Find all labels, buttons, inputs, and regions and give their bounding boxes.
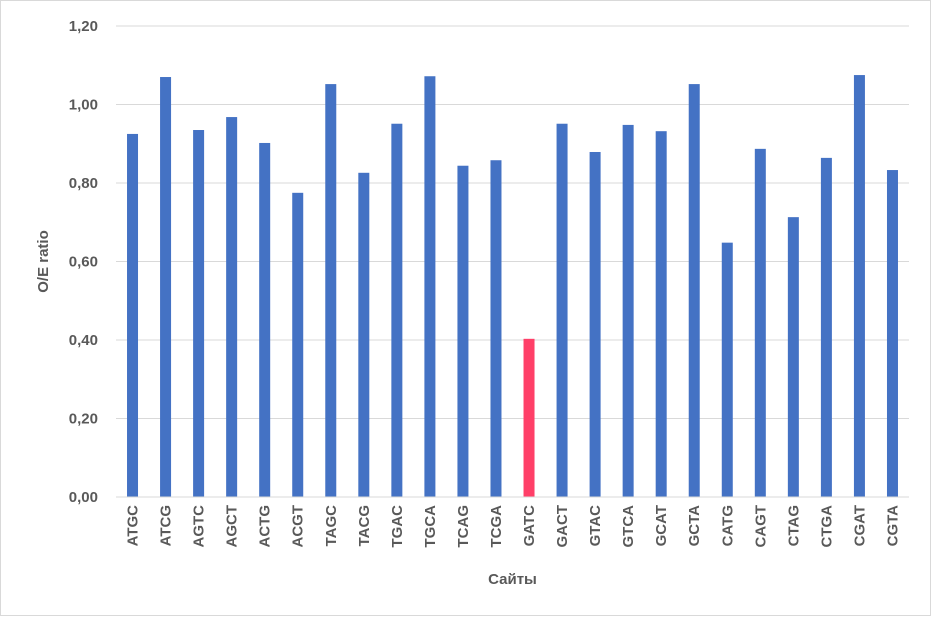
x-tick-label: TCGA	[488, 505, 505, 548]
bar-tgca	[424, 76, 436, 498]
bar-agtc	[193, 130, 205, 497]
x-tick-label: GCTA	[686, 505, 703, 547]
x-tick-label: GACT	[554, 505, 571, 548]
bar-gcta	[688, 84, 700, 497]
bar-gcat	[655, 131, 667, 497]
x-tick-label: CTGA	[818, 505, 835, 548]
x-tick-label: ATGC	[125, 505, 142, 547]
x-tick-label: AGCT	[224, 505, 241, 548]
x-tick-label: GTCA	[620, 505, 637, 548]
bar-cgat	[853, 75, 865, 497]
bar-cagt	[754, 148, 766, 498]
bar-atgc	[127, 133, 139, 497]
bar-tagc	[325, 84, 337, 497]
bar-gact	[556, 123, 568, 498]
y-tick-label: 0,80	[69, 175, 98, 192]
y-tick-label: 0,60	[69, 254, 98, 271]
y-axis-title: O/E ratio	[35, 230, 52, 293]
x-tick-label: ACTG	[257, 505, 274, 548]
bar-tacg	[358, 172, 370, 498]
bar-actg	[259, 142, 271, 497]
x-tick-label: GATC	[521, 505, 538, 547]
x-tick-label: CTAG	[785, 505, 802, 546]
x-tick-label: CGTA	[884, 505, 901, 547]
x-tick-label: CAGT	[752, 505, 769, 548]
x-axis-title: Сайты	[488, 571, 537, 588]
bar-agct	[226, 117, 238, 497]
x-tick-label: GCAT	[653, 505, 670, 546]
y-tick-label: 1,00	[69, 97, 98, 114]
y-tick-label: 1,20	[69, 18, 98, 35]
x-axis-ticks: ATGC ATCG AGTC AGCT ACTG ACGT TAGC TACG TGAC TGCA…	[125, 505, 902, 548]
bars	[127, 75, 898, 498]
x-tick-label: TCAG	[455, 505, 472, 548]
bar-catg	[721, 242, 733, 497]
x-tick-label: ATCG	[158, 505, 175, 546]
gridlines	[116, 25, 909, 419]
x-tick-label: CATG	[719, 505, 736, 546]
bar-tgac	[391, 123, 403, 498]
x-tick-label: AGTC	[191, 505, 208, 548]
y-axis-ticks: 0,00 0,20 0,40 0,60 0,80 1,00 1,20	[69, 18, 98, 506]
bar-gtca	[622, 124, 634, 497]
y-tick-label: 0,00	[69, 489, 98, 506]
x-tick-label: CGAT	[851, 505, 868, 546]
y-tick-label: 0,20	[69, 411, 98, 428]
y-tick-label: 0,40	[69, 332, 98, 349]
x-tick-label: TAGC	[323, 505, 340, 547]
bar-acgt	[292, 192, 304, 497]
bar-tcag	[457, 165, 469, 498]
x-tick-label: TGAC	[389, 505, 406, 548]
bar-tcga	[490, 160, 502, 498]
bar-gtac	[589, 151, 601, 497]
bar-gatc	[523, 338, 535, 497]
bar-ctga	[820, 157, 832, 497]
bar-atcg	[160, 77, 172, 498]
bar-ctag	[787, 217, 799, 497]
x-tick-label: GTAC	[587, 505, 604, 547]
bar-cgta	[886, 170, 898, 498]
x-tick-label: TGCA	[422, 505, 439, 548]
x-tick-label: TACG	[356, 505, 373, 546]
x-tick-label: ACGT	[290, 505, 307, 548]
